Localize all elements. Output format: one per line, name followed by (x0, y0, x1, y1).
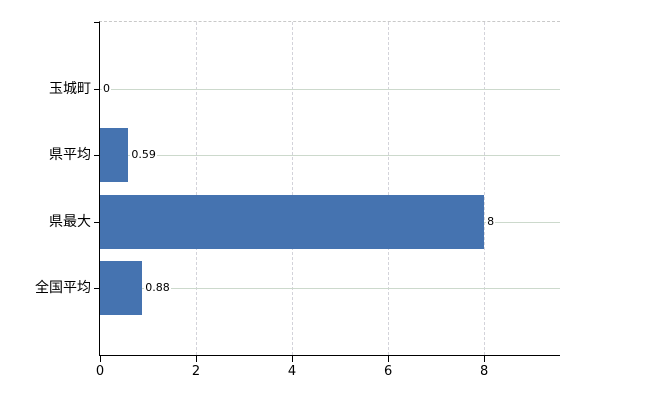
y-tick-mark (94, 221, 99, 223)
h-gridline (100, 288, 560, 290)
category-label: 県最大 (49, 213, 91, 230)
x-tick-label: 4 (287, 364, 297, 379)
x-tick-label: 8 (479, 364, 489, 379)
value-label: 8 (486, 214, 496, 229)
x-tick-mark (388, 356, 390, 362)
value-label: 0.88 (144, 281, 171, 296)
category-label: 全国平均 (35, 280, 91, 297)
bar (100, 194, 485, 249)
bar (100, 128, 129, 183)
value-label: 0.59 (130, 148, 157, 163)
v-gridline (292, 22, 294, 355)
x-tick-label: 0 (95, 364, 105, 379)
v-gridline (484, 22, 486, 355)
x-tick-mark (484, 356, 486, 362)
h-gridline (100, 88, 560, 90)
v-gridline (388, 22, 390, 355)
x-tick-label: 2 (191, 364, 201, 379)
x-tick-mark (100, 356, 101, 362)
y-tick-mark (94, 88, 99, 90)
bar (100, 261, 143, 316)
v-gridline (196, 22, 198, 355)
y-tick-mark (94, 22, 99, 23)
x-tick-mark (292, 356, 294, 362)
h-gridline (100, 155, 560, 157)
y-tick-mark (94, 288, 99, 290)
plot-area: 0 2 4 6 8 玉城町 0 県平均 0.59 県最大 8 全国平均 0.88 (35, 21, 560, 379)
y-tick-mark (94, 155, 99, 157)
x-tick-label: 6 (383, 364, 393, 379)
category-label: 県平均 (49, 147, 91, 164)
value-label: 0 (102, 81, 111, 96)
x-tick-mark (196, 356, 198, 362)
category-label: 玉城町 (49, 80, 91, 97)
